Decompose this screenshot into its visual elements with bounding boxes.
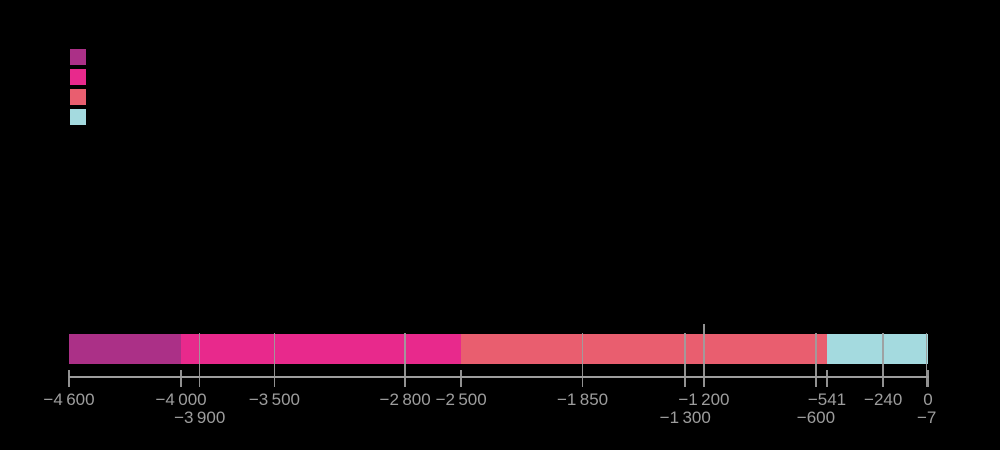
bar-segment-1 [69,334,182,364]
divider-line--2800 [404,333,406,387]
axis-tick-label--2500: −2 500 [435,390,487,409]
axis-tick-label--2800: −2 800 [379,390,431,409]
axis-tick-label--4600: −4 600 [43,390,95,409]
divider-line--240 [882,333,884,387]
bar-segment-4 [826,334,928,364]
bar-segment-3 [461,334,827,364]
axis-tick-label--541: −541 [807,390,847,409]
axis-tick-label--3500: −3 500 [248,390,300,409]
legend-swatch-2 [70,69,86,85]
axis-tick-label--1300: −1 300 [659,408,711,427]
axis-tick-label--3900: −3 900 [174,408,226,427]
divider-line--3900 [198,333,201,387]
axis-tick-label--1850: −1 850 [556,390,609,409]
legend-swatch-4 [70,109,86,125]
axis-tick-label-0: 0 [923,390,933,409]
x-axis-line [69,376,929,378]
legend-swatch-3 [70,89,86,105]
bar-segment-2 [181,334,462,364]
divider-line--600 [815,333,817,387]
axis-tick--4600 [68,370,70,387]
axis-tick-label--1200: −1 200 [678,390,730,409]
axis-tick--541 [826,370,828,387]
legend-swatch-1 [70,49,86,65]
axis-tick-0 [927,370,929,387]
axis-tick-label--7: −7 [916,408,937,427]
axis-tick-label--240: −240 [864,390,903,409]
divider-line--1850 [581,333,584,387]
axis-tick-label--600: −600 [796,408,836,427]
axis-tick-label--4000: −4 000 [155,390,207,409]
divider-line--3500 [273,333,276,387]
axis-tick--4000 [180,370,182,387]
divider-line--1200 [703,324,705,387]
divider-line--7 [925,333,928,387]
divider-line--1300 [684,333,686,387]
axis-tick--2500 [460,370,462,387]
